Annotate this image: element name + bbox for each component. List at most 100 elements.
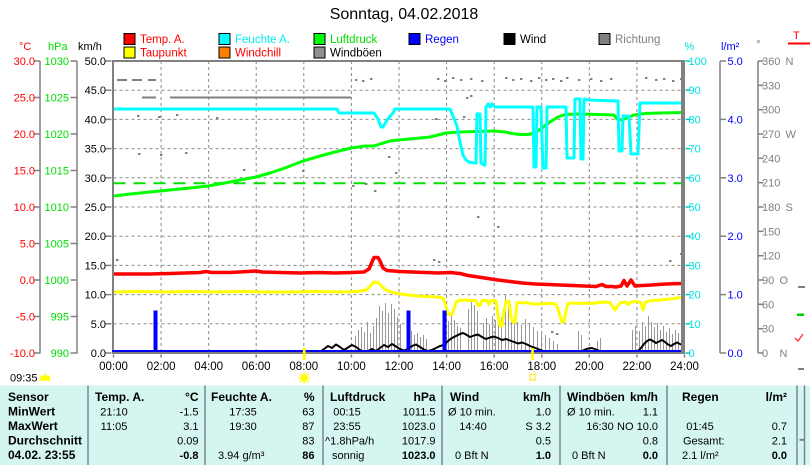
svg-text:Temp. A.: Temp. A. xyxy=(95,390,144,404)
svg-text:63: 63 xyxy=(302,407,314,419)
svg-text:0.8: 0.8 xyxy=(643,436,658,448)
svg-text:21:10: 21:10 xyxy=(100,407,128,419)
svg-text:90: 90 xyxy=(689,85,701,97)
svg-text:0.0: 0.0 xyxy=(643,450,658,462)
svg-text:W: W xyxy=(786,129,797,141)
svg-text:09:35: 09:35 xyxy=(10,373,38,385)
svg-text:3.1: 3.1 xyxy=(183,421,198,433)
svg-text:-5.0: -5.0 xyxy=(16,312,35,324)
svg-text:00:15: 00:15 xyxy=(333,407,361,419)
svg-text:360: 360 xyxy=(762,56,780,68)
svg-text:40.0: 40.0 xyxy=(85,114,106,126)
svg-text:2.1: 2.1 xyxy=(772,436,787,448)
svg-text:90: 90 xyxy=(762,275,774,287)
svg-text:01:45: 01:45 xyxy=(686,421,714,433)
svg-text:1020: 1020 xyxy=(45,129,69,141)
svg-text:O: O xyxy=(780,275,789,287)
svg-text:100: 100 xyxy=(689,56,707,68)
svg-text:NO 10.0: NO 10.0 xyxy=(617,421,658,433)
svg-text:Windböen: Windböen xyxy=(330,48,382,60)
svg-text:%: % xyxy=(304,390,315,404)
svg-text:%: % xyxy=(685,41,695,53)
svg-text:°: ° xyxy=(756,37,761,51)
svg-text:20:00: 20:00 xyxy=(575,361,604,373)
svg-text:210: 210 xyxy=(762,178,780,190)
svg-text:Regen: Regen xyxy=(425,34,459,46)
svg-text:50: 50 xyxy=(689,202,701,214)
svg-text:0.0: 0.0 xyxy=(772,450,787,462)
svg-text:20: 20 xyxy=(689,290,701,302)
svg-text:3.0: 3.0 xyxy=(728,173,743,185)
svg-text:45.0: 45.0 xyxy=(85,85,106,97)
svg-text:0: 0 xyxy=(689,348,695,360)
svg-text:04.02. 23:55: 04.02. 23:55 xyxy=(8,448,76,462)
svg-text:15.0: 15.0 xyxy=(14,166,35,178)
svg-text:Feuchte A.: Feuchte A. xyxy=(235,34,290,46)
svg-text:120: 120 xyxy=(762,251,780,263)
svg-text:15.0: 15.0 xyxy=(85,260,106,272)
svg-text:0: 0 xyxy=(762,348,768,360)
svg-text:Wind: Wind xyxy=(450,390,479,404)
svg-text:0.0: 0.0 xyxy=(20,275,35,287)
svg-text:80: 80 xyxy=(689,114,701,126)
svg-text:20.0: 20.0 xyxy=(14,129,35,141)
svg-text:995: 995 xyxy=(51,312,69,324)
svg-text:87: 87 xyxy=(302,421,314,433)
svg-text:1030: 1030 xyxy=(45,56,69,68)
svg-text:Temp. A.: Temp. A. xyxy=(140,34,185,46)
svg-text:sonnig: sonnig xyxy=(332,450,364,462)
svg-text:Feuchte A.: Feuchte A. xyxy=(211,390,272,404)
svg-text:12:00: 12:00 xyxy=(385,361,414,373)
svg-text:-1.5: -1.5 xyxy=(180,407,199,419)
svg-text:270: 270 xyxy=(762,129,780,141)
svg-text:180: 180 xyxy=(762,202,780,214)
svg-text:22:00: 22:00 xyxy=(623,361,652,373)
svg-text:MaxWert: MaxWert xyxy=(8,419,58,433)
svg-text:1.0: 1.0 xyxy=(728,290,743,302)
svg-text:3.94 g/m³: 3.94 g/m³ xyxy=(218,450,265,462)
svg-text:1010: 1010 xyxy=(45,202,69,214)
svg-text:-10.0: -10.0 xyxy=(10,348,35,360)
svg-text:1017.9: 1017.9 xyxy=(402,436,436,448)
svg-text:40: 40 xyxy=(689,231,701,243)
svg-text:Ø 10 min.: Ø 10 min. xyxy=(448,407,496,419)
svg-text:150: 150 xyxy=(762,226,780,238)
svg-text:1005: 1005 xyxy=(45,239,69,251)
svg-text:04:00: 04:00 xyxy=(194,361,223,373)
svg-text:30.0: 30.0 xyxy=(14,56,35,68)
svg-text:0 Bft N: 0 Bft N xyxy=(455,450,489,462)
svg-text:70: 70 xyxy=(689,144,701,156)
svg-text:240: 240 xyxy=(762,153,780,165)
svg-text:Luftdruck: Luftdruck xyxy=(330,390,386,404)
svg-text:02:00: 02:00 xyxy=(147,361,176,373)
svg-text:50.0: 50.0 xyxy=(85,56,106,68)
svg-text:5.0: 5.0 xyxy=(91,319,106,331)
svg-text:06:00: 06:00 xyxy=(242,361,271,373)
svg-text:300: 300 xyxy=(762,105,780,117)
svg-text:16:00: 16:00 xyxy=(480,361,509,373)
svg-text:0.5: 0.5 xyxy=(536,436,551,448)
svg-text:14:00: 14:00 xyxy=(432,361,461,373)
svg-text:km/h: km/h xyxy=(523,390,551,404)
svg-text:0.7: 0.7 xyxy=(772,421,787,433)
svg-text:1015: 1015 xyxy=(45,166,69,178)
svg-text:l/m²: l/m² xyxy=(766,390,787,404)
svg-text:Regen: Regen xyxy=(682,390,719,404)
svg-text:Wind: Wind xyxy=(520,34,546,46)
svg-text:1.0: 1.0 xyxy=(536,407,551,419)
svg-text:N: N xyxy=(786,56,794,68)
svg-text:Richtung: Richtung xyxy=(615,34,660,46)
svg-text:0.0: 0.0 xyxy=(91,348,106,360)
svg-text:Ø 10 min.: Ø 10 min. xyxy=(567,407,615,419)
svg-text:83: 83 xyxy=(302,436,314,448)
svg-text:330: 330 xyxy=(762,80,780,92)
svg-text:T: T xyxy=(793,30,800,42)
svg-text:MinWert: MinWert xyxy=(8,405,55,419)
svg-text:Durchschnitt: Durchschnitt xyxy=(8,434,82,448)
svg-text:°C: °C xyxy=(19,41,31,53)
svg-text:08:00: 08:00 xyxy=(289,361,318,373)
svg-text:10: 10 xyxy=(689,319,701,331)
svg-text:5.0: 5.0 xyxy=(728,56,743,68)
svg-text:Sonntag, 04.02.2018: Sonntag, 04.02.2018 xyxy=(330,6,479,23)
svg-text:25.0: 25.0 xyxy=(85,202,106,214)
